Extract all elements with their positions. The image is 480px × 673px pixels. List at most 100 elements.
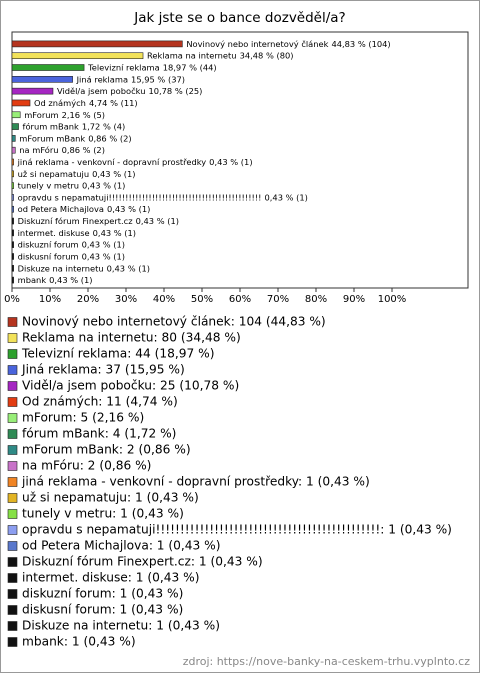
- bar: [11, 264, 14, 272]
- legend-swatch: [7, 637, 18, 647]
- category-label: tunely v metru: [18, 180, 79, 190]
- legend-swatch: [7, 525, 18, 535]
- bar-label: od Petera Michajlova 0,43 % (1): [18, 204, 151, 214]
- bar-label: už si nepamatuju 0,43 % (1): [18, 168, 136, 178]
- bar: [11, 76, 73, 83]
- category-label: od Petera Michajlova: [18, 204, 104, 214]
- legend-swatch: [7, 397, 18, 407]
- value-label: 0,86 % (2): [62, 145, 105, 155]
- bar-label: Novinový nebo internetový článek 44,83 % …: [186, 38, 390, 48]
- bar: [11, 52, 144, 60]
- category-label: Jiná reklama: [76, 74, 128, 84]
- bar-label: diskuzní forum 0,43 % (1): [18, 239, 125, 249]
- legend-swatch: [7, 589, 18, 599]
- bar-label: Reklama na internetu 34,48 % (80): [147, 50, 293, 60]
- category-label: Novinový nebo internetový článek: [186, 38, 328, 48]
- bar-label: na mFóru 0,86 % (2): [19, 145, 105, 155]
- category-label: mForum: [24, 109, 58, 119]
- category-label: Diskuzní fórum Finexpert.cz: [18, 216, 133, 226]
- bar: [11, 170, 14, 178]
- category-label: diskusní forum: [18, 251, 79, 261]
- legend-label: od Petera Michajlova: 1 (0,43 %): [22, 539, 221, 553]
- legend-label: tunely v metru: 1 (0,43 %): [22, 507, 184, 521]
- legend-label: Diskuze na internetu: 1 (0,43 %): [22, 619, 220, 633]
- category-label: mForum mBank: [19, 133, 85, 143]
- value-label: 2,16 % (5): [62, 109, 105, 119]
- bar-label: diskusní forum 0,43 % (1): [18, 251, 125, 261]
- value-label: 0,43 % (1): [49, 275, 92, 285]
- legend-label: Viděl/a jsem pobočku: 25 (10,78 %): [22, 379, 239, 393]
- value-label: 0,43 % (1): [82, 180, 125, 190]
- category-label: na mFóru: [19, 145, 58, 155]
- value-label: 0,43 % (1): [136, 216, 179, 226]
- legend-label: Diskuzní fórum Finexpert.cz: 1 (0,43 %): [22, 555, 263, 569]
- bar: [11, 194, 14, 201]
- bar-label: Televizní reklama 18,97 % (44): [87, 62, 217, 72]
- legend-label: mbank: 1 (0,43 %): [22, 635, 136, 649]
- bar-label: jiná reklama - venkovní - dopravní prost…: [17, 157, 253, 167]
- bar-label: Viděl/a jsem pobočku 10,78 % (25): [57, 86, 202, 96]
- category-label: intermet. diskuse: [18, 227, 90, 237]
- legend-label: Od známých: 11 (4,74 %): [22, 395, 178, 409]
- category-label: mbank: [18, 275, 47, 285]
- legend-swatch: [7, 365, 18, 375]
- bar: [11, 111, 21, 119]
- legend-swatch: [7, 573, 18, 583]
- bar: [11, 158, 14, 166]
- legend-swatch: [7, 445, 18, 455]
- source: zdroj: https://nove-banky-na-ceskem-trhu…: [183, 655, 471, 668]
- bar: [11, 253, 14, 260]
- legend-swatch: [7, 621, 18, 631]
- value-label: 1,72 % (4): [82, 121, 125, 131]
- x-tick-label: 70%: [267, 294, 289, 305]
- legend-label: intermet. diskuse: 1 (0,43 %): [22, 571, 200, 585]
- bar: [11, 99, 31, 107]
- x-tick-label: 10%: [39, 294, 61, 305]
- value-label: 0,43 % (1): [93, 227, 136, 237]
- value-label: 34,48 % (80): [240, 50, 294, 60]
- bar: [11, 241, 14, 248]
- value-label: 0,86 % (2): [88, 133, 131, 143]
- category-label: Diskuze na internetu: [18, 263, 104, 273]
- x-tick-label: 60%: [229, 294, 251, 305]
- legend-swatch: [7, 317, 18, 327]
- value-label: 15,95 % (37): [131, 74, 185, 84]
- value-label: 0,43 % (1): [107, 204, 150, 214]
- bar: [11, 135, 16, 142]
- bar-label: tunely v metru 0,43 % (1): [18, 180, 126, 190]
- legend-swatch: [7, 381, 18, 391]
- bar: [11, 146, 16, 154]
- bar-label: Od známých 4,74 % (11): [34, 97, 138, 107]
- legend-label: Jiná reklama: 37 (15,95 %): [21, 363, 185, 377]
- legend-swatch: [7, 461, 18, 471]
- x-tick-label: 20%: [77, 294, 99, 305]
- bar: [11, 182, 14, 189]
- legend-label: už si nepamatuju: 1 (0,43 %): [22, 491, 199, 505]
- value-label: 0,43 % (1): [265, 192, 308, 202]
- bar-label: Diskuzní fórum Finexpert.cz 0,43 % (1): [18, 216, 179, 226]
- legend-label: Reklama na internetu: 80 (34,48 %): [22, 331, 241, 345]
- value-label: 0,43 % (1): [82, 239, 125, 249]
- legend-swatch: [7, 557, 18, 567]
- bar: [11, 40, 183, 48]
- bar: [11, 87, 54, 95]
- legend-label: opravdu s nepamatuji!!!!!!!!!!!!!!!!!!!!…: [22, 523, 452, 537]
- bar: [11, 276, 14, 284]
- bar-label: Jiná reklama 15,95 % (37): [76, 74, 185, 84]
- legend-label: mForum mBank: 2 (0,86 %): [22, 443, 191, 457]
- legend-label: na mFóru: 2 (0,86 %): [22, 459, 151, 473]
- value-label: 0,43 % (1): [209, 157, 252, 167]
- legend-label: diskusní forum: 1 (0,43 %): [22, 603, 183, 617]
- legend-label: fórum mBank: 4 (1,72 %): [22, 427, 176, 441]
- category-label: fórum mBank: [23, 121, 80, 131]
- bar: [11, 229, 14, 237]
- plot-area: [11, 31, 469, 289]
- bar: [11, 205, 14, 213]
- chart-title: Jak jste se o bance dozvěděl/a?: [133, 10, 345, 26]
- bar: [11, 64, 85, 71]
- x-tick-label: 0%: [4, 294, 20, 305]
- x-tick-label: 50%: [191, 294, 213, 305]
